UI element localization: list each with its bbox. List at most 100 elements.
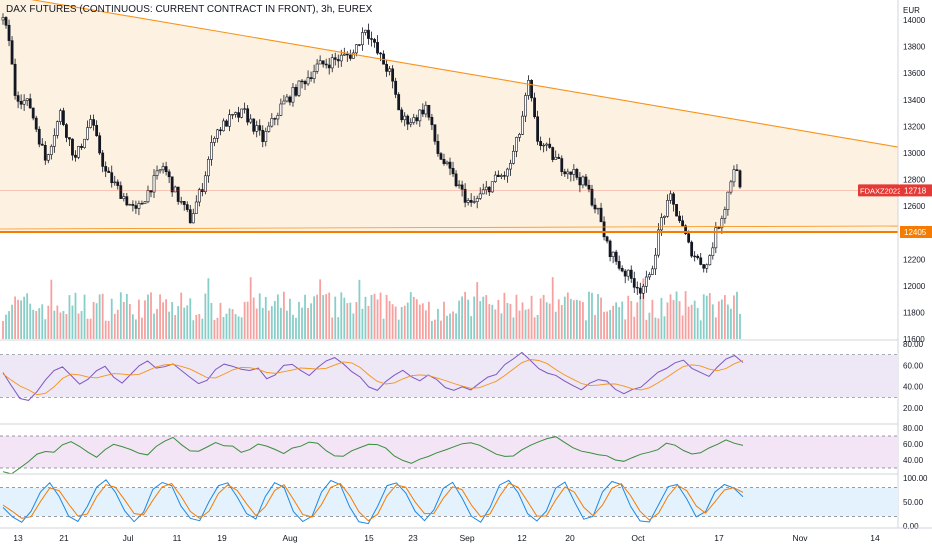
volume-bar: [159, 294, 161, 339]
candle-body: [68, 137, 71, 140]
candle-body: [569, 171, 573, 175]
volume-bar: [696, 307, 699, 339]
volume-bar: [77, 313, 80, 339]
candle-body: [666, 200, 669, 217]
candle-body: [71, 138, 74, 156]
candle-body: [512, 150, 515, 164]
volume-bar: [443, 301, 445, 339]
candle-body: [638, 287, 642, 294]
candle-body: [31, 107, 35, 119]
volume-bar: [364, 296, 367, 339]
volume-bar: [400, 306, 403, 339]
volume-bar: [675, 291, 678, 339]
candle-body: [650, 268, 654, 275]
volume-bar: [699, 320, 702, 339]
volume-bar: [322, 295, 325, 339]
volume-bar: [47, 305, 50, 339]
volume-bar: [349, 302, 352, 339]
candle-body: [288, 96, 292, 103]
candle-body: [557, 156, 561, 159]
volume-bar: [14, 296, 16, 339]
candle-body: [623, 270, 627, 277]
volume-bar: [412, 296, 415, 339]
volume-bar: [35, 311, 38, 339]
volume-bar: [418, 304, 421, 339]
volume-bar: [597, 294, 599, 339]
last-price-badge: [900, 184, 932, 197]
candle-body: [270, 118, 274, 127]
candle-body: [191, 213, 195, 224]
volume-bar: [213, 319, 216, 339]
volume-bar: [720, 299, 723, 339]
volume-bar: [476, 282, 479, 339]
volume-bar: [533, 317, 536, 339]
candle-body: [234, 112, 237, 115]
candle-body: [52, 135, 56, 147]
candle-body: [361, 32, 364, 46]
candle-body: [273, 118, 277, 120]
volume-bar: [545, 302, 548, 339]
volume-bar: [92, 302, 95, 339]
candle-body: [158, 169, 162, 172]
candle-body: [560, 158, 564, 173]
volume-bar: [606, 311, 608, 339]
candle-body: [502, 175, 506, 177]
volume-bar: [479, 301, 482, 339]
volume-bar: [255, 308, 258, 339]
volume-bar: [421, 303, 424, 339]
volume-bar: [53, 310, 56, 339]
candle-body: [563, 171, 567, 175]
candle-body: [711, 247, 715, 256]
volume-bar: [539, 298, 542, 339]
candle-body: [197, 189, 201, 203]
volume-bar: [23, 296, 26, 339]
candle-body: [708, 255, 712, 266]
volume-bar: [316, 294, 319, 339]
volume-bar: [702, 294, 705, 339]
candle-body: [406, 115, 410, 125]
candle-body: [122, 196, 126, 199]
volume-bar: [122, 301, 125, 339]
candle-body: [578, 177, 582, 186]
volume-bar: [201, 318, 204, 339]
candle-body: [213, 138, 216, 143]
candle-body: [203, 175, 207, 193]
volume-bar: [636, 302, 639, 339]
volume-bar: [228, 308, 231, 339]
volume-bar: [83, 294, 86, 339]
candle-body: [484, 186, 488, 191]
candle-body: [696, 255, 700, 259]
volume-bar: [509, 303, 512, 339]
volume-bar: [642, 278, 645, 339]
candle-body: [684, 225, 688, 235]
candle-body: [632, 278, 636, 288]
volume-bar: [491, 304, 494, 339]
candle-body: [246, 108, 250, 123]
volume-bar: [292, 314, 294, 339]
candle-body: [608, 240, 612, 258]
volume-bar: [648, 312, 651, 339]
candle-body: [593, 204, 597, 210]
candle-body: [385, 63, 388, 72]
volume-bar: [424, 310, 427, 339]
volume-bar: [267, 310, 270, 339]
candle-body: [626, 269, 630, 277]
volume-bar: [192, 320, 195, 339]
volume-bar: [609, 309, 612, 339]
candle-body: [551, 147, 555, 160]
candle-body: [457, 184, 461, 187]
candle-body: [261, 129, 265, 142]
volume-bar: [711, 304, 714, 339]
candle-body: [243, 108, 247, 110]
candle-body: [421, 109, 425, 115]
volume-bar: [663, 316, 666, 339]
candle-body: [602, 221, 606, 238]
candle-body: [400, 109, 404, 121]
candle-body: [548, 143, 552, 148]
volume-bar: [506, 302, 509, 339]
candle-body: [312, 71, 316, 79]
volume-bar: [551, 277, 554, 339]
candle-body: [536, 116, 540, 142]
candle-body: [487, 186, 491, 193]
